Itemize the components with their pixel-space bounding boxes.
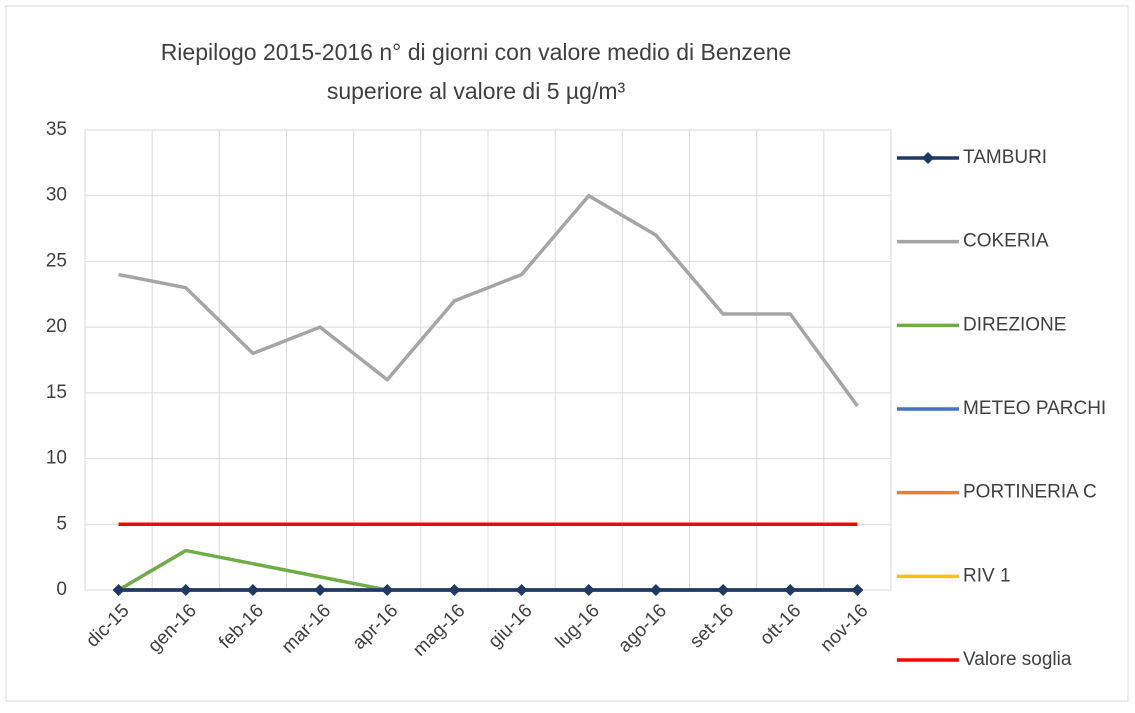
marker	[851, 584, 864, 596]
marker	[582, 584, 595, 596]
y-tick-label: 0	[56, 579, 67, 600]
y-tick-label: 30	[46, 185, 67, 206]
legend-label: COKERIA	[963, 231, 1049, 252]
marker	[381, 584, 394, 596]
marker	[246, 584, 259, 596]
legend-label: RIV 1	[963, 565, 1011, 586]
chart-title: Riepilogo 2015-2016 n° di giorni con val…	[161, 39, 792, 65]
legend-label: DIREZIONE	[963, 314, 1066, 335]
legend-label: Valore soglia	[963, 649, 1072, 670]
marker	[112, 584, 125, 596]
legend-label: TAMBURI	[963, 147, 1047, 168]
marker	[784, 584, 797, 596]
legend-label: PORTINERIA C	[963, 482, 1097, 503]
y-tick-label: 15	[46, 382, 67, 403]
y-tick-label: 5	[56, 513, 67, 534]
legend-marker	[922, 152, 934, 164]
chart-border	[5, 5, 1129, 702]
marker	[515, 584, 528, 596]
y-tick-label: 10	[46, 448, 67, 469]
legend-label: METEO PARCHI	[963, 398, 1106, 419]
y-tick-label: 20	[46, 316, 67, 337]
y-tick-label: 25	[46, 250, 67, 271]
marker	[649, 584, 662, 596]
marker	[179, 584, 192, 596]
marker	[314, 584, 327, 596]
series-line	[118, 193, 859, 408]
marker	[717, 584, 730, 596]
y-tick-label: 35	[46, 119, 67, 140]
chart-title: superiore al valore di 5 µg/m³	[327, 78, 626, 104]
marker	[448, 584, 461, 596]
